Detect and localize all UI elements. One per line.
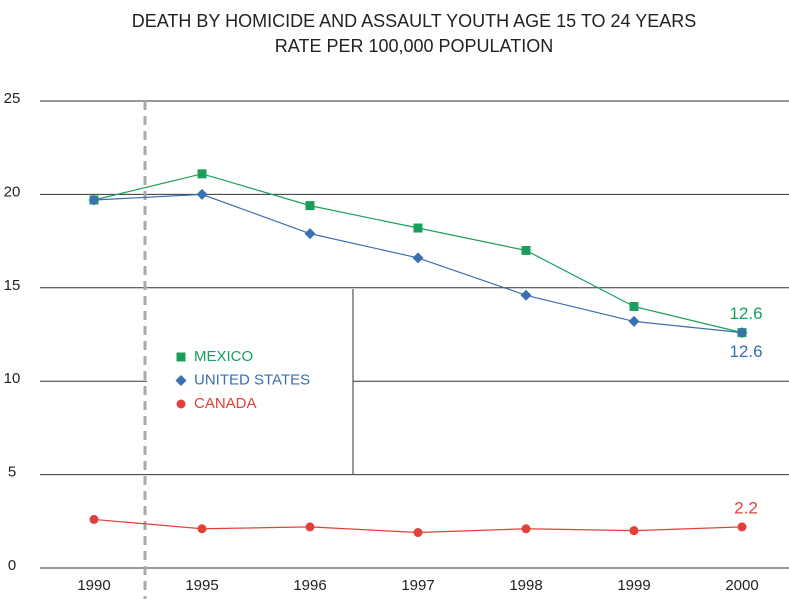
- x-tick-label: 1999: [617, 577, 650, 594]
- data-point: [413, 528, 423, 538]
- data-point: [304, 228, 316, 240]
- legend-label: UNITED STATES: [194, 371, 310, 388]
- data-point: [736, 327, 748, 339]
- data-point: [629, 526, 639, 536]
- data-point: [89, 514, 99, 524]
- data-point: [305, 201, 315, 211]
- data-point: [197, 169, 207, 179]
- legend-marker: [176, 399, 186, 409]
- data-label: 2.2: [734, 498, 758, 517]
- legend-label: CANADA: [194, 395, 257, 412]
- y-tick-label: 20: [4, 183, 21, 200]
- data-point: [196, 188, 208, 200]
- data-label: 12.6: [729, 342, 762, 361]
- data-point: [88, 194, 100, 206]
- data-point: [520, 289, 532, 301]
- chart-title: RATE PER 100,000 POPULATION: [275, 36, 553, 56]
- chart-title: DEATH BY HOMICIDE AND ASSAULT YOUTH AGE …: [132, 11, 697, 31]
- data-label: 12.6: [729, 304, 762, 323]
- x-tick-label: 1995: [185, 577, 218, 594]
- y-tick-label: 0: [8, 557, 16, 574]
- y-tick-label: 15: [4, 277, 21, 294]
- legend-marker: [176, 352, 186, 362]
- data-point: [197, 524, 207, 534]
- legend-label: MEXICO: [194, 348, 253, 365]
- legend-marker: [175, 375, 187, 386]
- x-tick-label: 1997: [401, 577, 434, 594]
- x-tick-label: 1990: [77, 577, 110, 594]
- data-point: [305, 522, 315, 532]
- data-point: [628, 315, 640, 327]
- data-point: [737, 522, 747, 532]
- x-tick-label: 1996: [293, 577, 326, 594]
- data-point: [413, 223, 423, 233]
- x-tick-label: 2000: [725, 577, 758, 594]
- y-tick-label: 10: [4, 370, 21, 387]
- data-point: [412, 252, 424, 264]
- x-tick-label: 1998: [509, 577, 542, 594]
- y-tick-label: 25: [4, 90, 21, 107]
- data-point: [629, 301, 639, 311]
- y-tick-label: 5: [8, 464, 16, 481]
- data-point: [521, 245, 531, 255]
- data-point: [521, 524, 531, 534]
